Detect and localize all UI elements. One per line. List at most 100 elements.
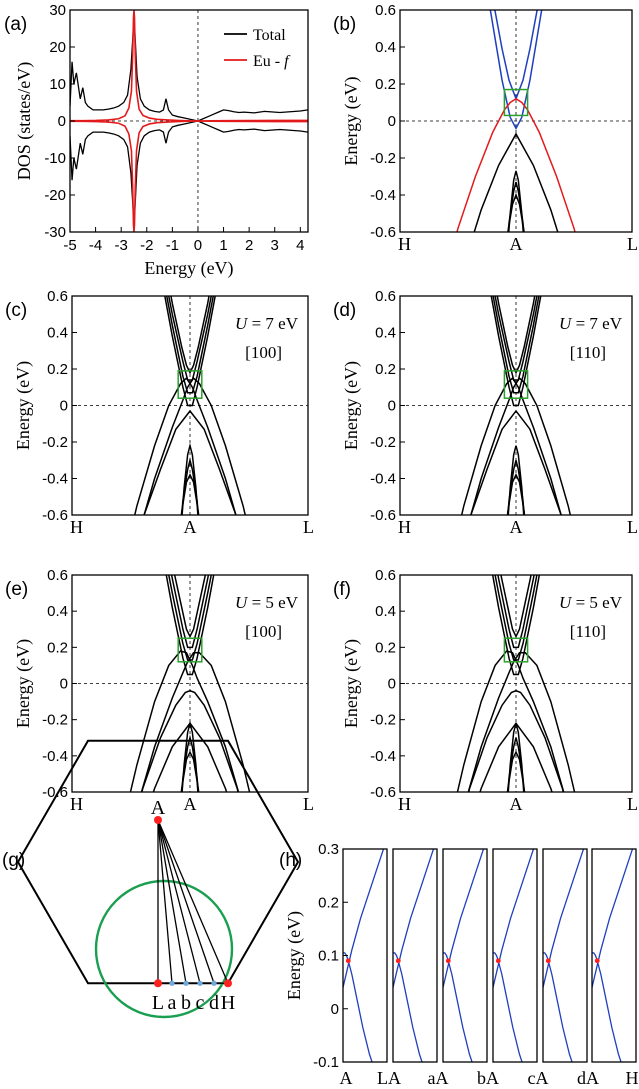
series-total-up <box>70 17 308 122</box>
band-line <box>181 442 199 515</box>
path-line <box>157 819 201 984</box>
y-tick-label: -10 <box>44 150 66 167</box>
kpoint-label-h: H <box>70 794 83 814</box>
band-line <box>592 849 634 988</box>
crossing-point <box>545 958 551 964</box>
y-tick-label: -0.4 <box>370 187 396 204</box>
band-line <box>493 952 523 1062</box>
band-line <box>343 849 385 988</box>
y-tick-label: 10 <box>49 76 66 93</box>
kpoint-label: aA <box>428 1068 449 1088</box>
x-tick-label: -5 <box>63 237 76 254</box>
band-line <box>489 10 543 131</box>
band-line <box>479 722 553 792</box>
panel-f-band-chart: -0.6 -0.4 -0.2 0 0.2 0.4 0.6 H A L Energy (eV) (f) U… <box>333 567 638 814</box>
band-line <box>143 376 247 515</box>
subpanel-a-c <box>492 848 538 1063</box>
crossing-point <box>594 958 600 964</box>
highlight-box <box>503 637 529 663</box>
panel-d-band-chart: -0.6 -0.4 -0.2 0 0.2 0.4 0.6 H A L Energy (eV) (d) U… <box>333 288 638 537</box>
x-tick-label: -4 <box>89 237 102 254</box>
kpoint-label-a: A <box>510 794 523 814</box>
annotation-u-value: U = 5 eV <box>559 593 623 612</box>
kpoint-label-h: H <box>70 517 83 537</box>
y-tick-label: 0.2 <box>47 361 68 378</box>
y-tick-label: 0.2 <box>375 76 396 93</box>
k-point-label: d <box>209 992 219 1014</box>
y-tick-label: -0.4 <box>370 748 396 765</box>
subpanel-plot <box>343 849 385 1062</box>
annotation-u-symbol: U <box>235 314 249 333</box>
k-point-marker <box>211 980 217 986</box>
band-line <box>180 750 200 792</box>
y-tick-label: 0.1 <box>318 948 339 965</box>
kpoint-label-l: L <box>303 794 314 814</box>
y-tick-label: -0.6 <box>370 784 396 801</box>
band-line <box>470 376 572 515</box>
legend-entry-italic: f <box>284 53 291 70</box>
y-tick-label: 0.4 <box>375 39 396 56</box>
crossing-point <box>495 958 501 964</box>
y-tick-label: -0.2 <box>42 712 68 729</box>
y-tick-label: -0.6 <box>370 507 396 524</box>
kpoint-label-a: A <box>184 794 197 814</box>
subpanel-frame <box>591 848 637 1063</box>
kpoint-label-l: L <box>627 794 638 814</box>
band-line <box>143 409 237 515</box>
band-line <box>460 376 562 515</box>
x-axis-label: Energy (eV) <box>144 258 233 279</box>
y-axis-label: Energy (eV) <box>341 361 362 450</box>
y-axis-label: Energy (eV) <box>13 639 34 728</box>
annotation-direction: [100] <box>245 622 282 641</box>
band-line <box>467 689 565 792</box>
band-line <box>165 296 215 394</box>
kpoint-label: cA <box>528 1068 549 1088</box>
annotation-u-value: U = 7 eV <box>235 314 299 333</box>
kpoint-label: LA <box>377 1068 401 1088</box>
subpanel-a-d <box>542 848 588 1063</box>
y-tick-label: 0.2 <box>47 639 68 656</box>
plot-area <box>72 296 308 515</box>
subpanel-a-a <box>392 848 438 1063</box>
band-line <box>170 575 210 649</box>
k-point-label: L <box>152 992 164 1014</box>
band-line <box>500 575 532 639</box>
x-tick-label: 0 <box>194 237 202 254</box>
kpoint-label-a: A <box>510 234 523 254</box>
band-line <box>173 575 207 639</box>
series-total-down <box>70 120 308 225</box>
y-axis-label: Energy (eV) <box>284 911 305 1000</box>
y-tick-label: -0.4 <box>42 748 68 765</box>
annotation-u-symbol: U <box>235 593 249 612</box>
band-line <box>140 652 251 792</box>
y-tick-label: -30 <box>44 224 66 241</box>
band-line <box>496 296 536 375</box>
y-tick-label: 0 <box>388 113 396 130</box>
subpanel-plot <box>543 849 585 1062</box>
center-point-marker <box>154 816 162 824</box>
y-tick-label: 0.4 <box>375 603 396 620</box>
subpanel-frame <box>542 848 588 1063</box>
path-line <box>157 819 187 984</box>
panel-h-band-chart: -0.1 0 0.1 0.2 0.3 A LA aA bA cA dA H Energy (eV) (h) <box>279 841 639 1088</box>
kpoint-label-a: A <box>510 517 523 537</box>
band-line <box>443 849 485 988</box>
circle <box>94 879 234 1019</box>
annotation-direction: [110] <box>570 622 606 641</box>
band-line <box>180 473 200 515</box>
y-tick-label: 0.6 <box>47 288 68 305</box>
band-line <box>506 750 526 792</box>
kpoint-label-h: H <box>398 794 411 814</box>
y-tick-label: 0.2 <box>318 894 339 911</box>
plot-area <box>70 10 308 232</box>
y-axis-label: Energy (eV) <box>341 76 362 165</box>
y-tick-label: 0 <box>388 676 396 693</box>
kpoint-label-a: A <box>184 517 197 537</box>
subpanel-frame <box>492 848 538 1063</box>
y-tick-label: 20 <box>49 39 66 56</box>
y-tick-label: 0 <box>331 1001 339 1018</box>
subpanel-frame <box>392 848 438 1063</box>
annotation-u-value: U = 7 eV <box>559 314 623 333</box>
annotation-u-rest: = 7 eV <box>571 314 622 333</box>
